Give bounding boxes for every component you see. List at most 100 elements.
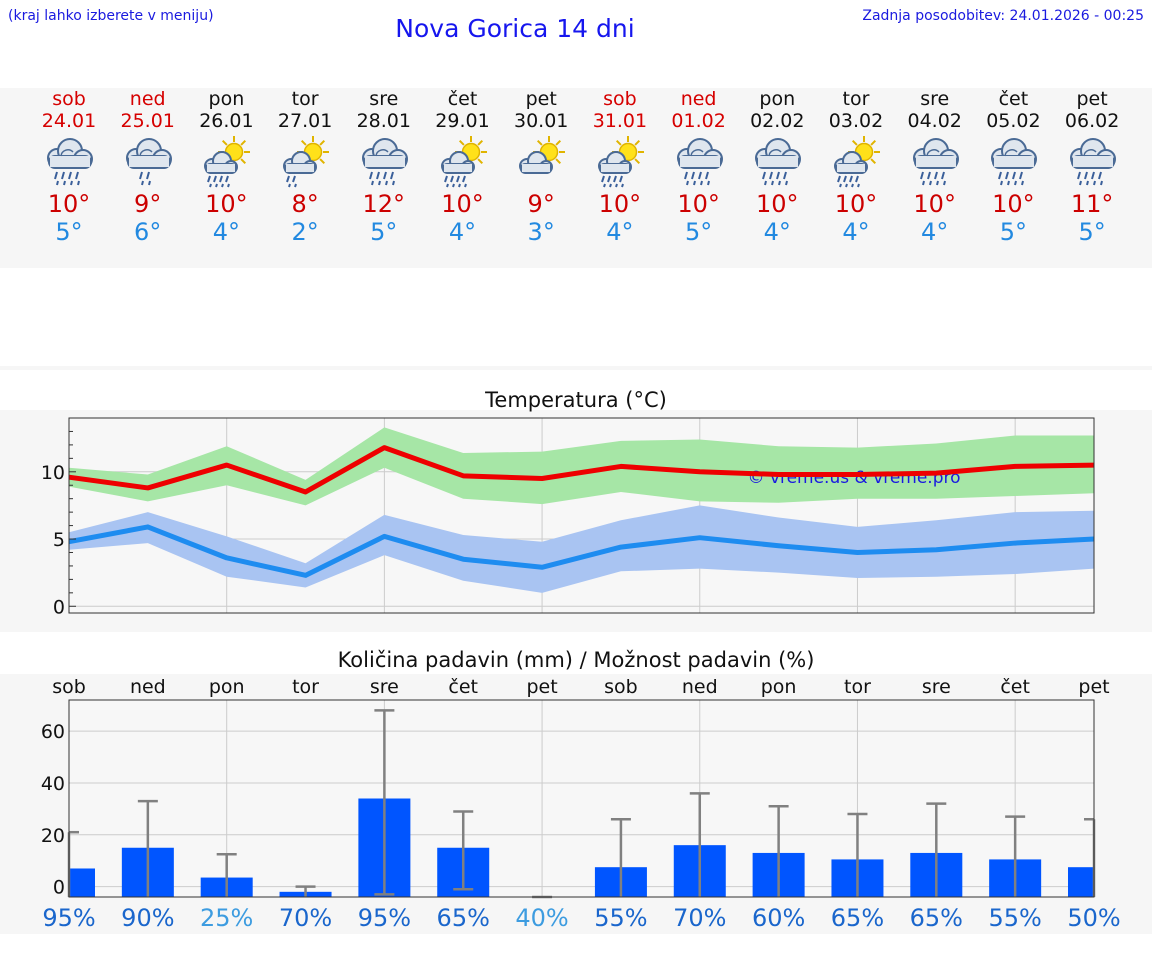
- day-column: sob 24.01 10° 5°: [29, 88, 109, 246]
- day-date: 04.02: [907, 110, 962, 132]
- day-date: 26.01: [199, 110, 254, 132]
- max-temperature-line: [68, 445, 1095, 495]
- y-tick-label: 60: [41, 721, 65, 743]
- min-temperature: 4°: [212, 218, 241, 246]
- day-column: ned 25.01 9° 6°: [108, 88, 188, 246]
- y-tick-label: 10: [41, 462, 65, 484]
- day-name: sob: [603, 88, 637, 110]
- day-date: 30.01: [513, 110, 569, 132]
- day-name: sre: [369, 88, 399, 110]
- day-name: čet: [447, 88, 478, 110]
- max-temperature: 11°: [1070, 190, 1114, 218]
- day-name: sre: [920, 88, 950, 110]
- day-name: ned: [680, 88, 717, 110]
- forecast-band: [0, 88, 1152, 268]
- day-label: ned: [682, 676, 718, 698]
- sun-cloud-icon: [511, 136, 571, 192]
- day-date: 28.01: [356, 110, 411, 132]
- precipitation-probability: 65%: [910, 904, 963, 932]
- min-temperature: 4°: [842, 218, 870, 246]
- day-label: sre: [370, 676, 399, 698]
- day-label: sob: [52, 676, 86, 698]
- sun-rain-cloud-icon: [590, 136, 650, 192]
- precipitation-probability: 70%: [673, 904, 726, 932]
- day-name: sob: [52, 88, 86, 110]
- y-tick-label: 0: [53, 877, 65, 899]
- day-date: 05.02: [986, 110, 1041, 132]
- precipitation-chart-title: Količina padavin (mm) / Možnost padavin …: [337, 648, 815, 672]
- rain-cloud-icon: [905, 136, 965, 192]
- day-column: sre 28.01 12° 5°: [344, 88, 424, 246]
- day-column: ned 01.02 10° 5°: [659, 88, 739, 246]
- y-tick-label: 20: [41, 825, 65, 847]
- day-label: pon: [761, 676, 797, 698]
- max-temperature: 12°: [362, 190, 406, 218]
- day-name: ned: [129, 88, 166, 110]
- rain-cloud-icon: [1062, 136, 1122, 192]
- day-date: 24.01: [41, 110, 97, 132]
- min-temperature: 6°: [134, 218, 162, 246]
- day-label: sre: [922, 676, 951, 698]
- day-date: 03.02: [828, 110, 884, 132]
- day-column: pet 30.01 9° 3°: [501, 88, 581, 246]
- max-temperature: 10°: [834, 190, 878, 218]
- max-temperature: 10°: [913, 190, 956, 218]
- page-title: Nova Gorica 14 dni: [395, 14, 635, 43]
- precipitation-probability: 95%: [358, 904, 411, 932]
- min-temperature-line: [68, 524, 1095, 578]
- max-temperature: 10°: [47, 190, 91, 218]
- day-label: sob: [604, 676, 638, 698]
- day-date: 27.01: [277, 110, 333, 132]
- precipitation-probability: 25%: [200, 904, 253, 932]
- precipitation-probability: 65%: [831, 904, 884, 932]
- precipitation-probability: 60%: [752, 904, 805, 932]
- day-name: pet: [1076, 88, 1108, 110]
- sun-light-rain-icon: [275, 136, 335, 192]
- max-temperature: 10°: [598, 190, 642, 218]
- day-date: 02.02: [750, 110, 805, 132]
- precipitation-probability: 70%: [279, 904, 332, 932]
- day-name: pet: [525, 88, 557, 110]
- min-temperature: 5°: [370, 218, 398, 246]
- day-column: tor 03.02 10° 4°: [816, 88, 896, 246]
- day-name: tor: [291, 88, 319, 110]
- min-temperature: 2°: [291, 218, 319, 246]
- y-tick-label: 0: [53, 596, 65, 618]
- day-name: pon: [208, 88, 245, 110]
- rain-cloud-icon: [983, 136, 1043, 192]
- day-label: pet: [1078, 676, 1109, 698]
- light-rain-cloud-icon: [118, 136, 178, 192]
- day-label: pon: [209, 676, 245, 698]
- min-range-band: [69, 505, 1094, 593]
- min-temperature: 5°: [55, 218, 83, 246]
- rain-cloud-icon: [354, 136, 414, 192]
- day-column: tor 27.01 8° 2°: [265, 88, 345, 246]
- day-label: ned: [130, 676, 166, 698]
- min-temperature: 3°: [527, 218, 555, 246]
- precipitation-bar: [69, 868, 95, 897]
- max-temperature: 10°: [205, 190, 248, 218]
- temperature-chart-title: Temperatura (°C): [485, 388, 667, 412]
- min-temperature: 4°: [921, 218, 949, 246]
- max-temperature: 10°: [441, 190, 484, 218]
- sun-rain-cloud-icon: [826, 136, 886, 192]
- day-column: sre 04.02 10° 4°: [895, 88, 975, 246]
- precipitation-probability: 50%: [1067, 904, 1120, 932]
- rain-cloud-icon: [39, 136, 99, 192]
- day-column: čet 29.01 10° 4°: [423, 88, 503, 246]
- day-name: tor: [842, 88, 870, 110]
- max-range-band: [69, 427, 1094, 506]
- last-updated: Zadnja posodobitev: 24.01.2026 - 00:25: [862, 8, 1144, 24]
- max-temperature: 8°: [291, 190, 319, 218]
- day-label: čet: [1000, 676, 1030, 698]
- precipitation-probability: 40%: [515, 904, 568, 932]
- divider: [0, 366, 1152, 370]
- min-temperature: 5°: [999, 218, 1028, 246]
- day-column: sob 31.01 10° 4°: [580, 88, 660, 246]
- plot-frame: [68, 417, 1095, 614]
- day-date: 31.01: [592, 110, 648, 132]
- max-temperature: 10°: [992, 190, 1035, 218]
- day-column: pon 26.01 10° 4°: [186, 88, 266, 246]
- day-date: 25.01: [120, 110, 175, 132]
